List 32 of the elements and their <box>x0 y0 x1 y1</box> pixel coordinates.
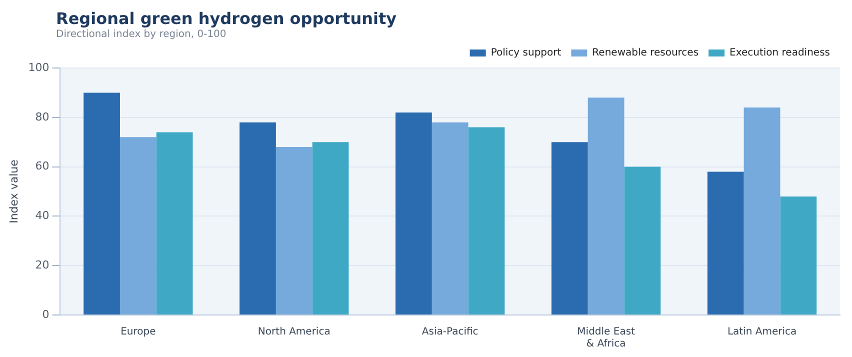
bar <box>120 137 156 314</box>
y-tick-label: 100 <box>28 60 50 74</box>
y-tick-label: 20 <box>35 258 50 272</box>
bar <box>624 166 661 314</box>
bar <box>588 98 624 314</box>
bar <box>551 142 588 314</box>
bar <box>240 122 276 314</box>
legend-label: Execution readiness <box>730 48 830 59</box>
y-tick-label: 40 <box>35 209 50 222</box>
bar <box>780 196 817 314</box>
legend-label: Policy support <box>490 48 562 59</box>
y-tick-label: 0 <box>42 308 50 321</box>
bar <box>432 122 468 314</box>
bar <box>707 172 744 314</box>
bar <box>312 142 349 314</box>
bar <box>84 92 120 314</box>
y-tick-label: 80 <box>35 110 50 124</box>
x-tick-label: Middle East & Africa <box>577 326 636 350</box>
x-tick-label: North America <box>258 326 330 338</box>
bar <box>468 127 505 314</box>
bar <box>276 147 312 314</box>
legend-label: Renewable resources <box>592 48 699 59</box>
x-tick-label: Latin America <box>727 326 797 338</box>
x-tick-label: Europe <box>120 326 156 338</box>
bar <box>744 108 780 314</box>
chart-title: Regional green hydrogen opportunity <box>56 9 397 28</box>
bar <box>156 132 193 314</box>
bar <box>396 112 432 314</box>
y-tick-label: 60 <box>35 160 50 173</box>
chart-subtitle: Directional index by region, 0-100 <box>56 29 226 40</box>
y-axis-title: Index value <box>7 159 20 224</box>
x-tick-label: Asia-Pacific <box>422 326 478 338</box>
